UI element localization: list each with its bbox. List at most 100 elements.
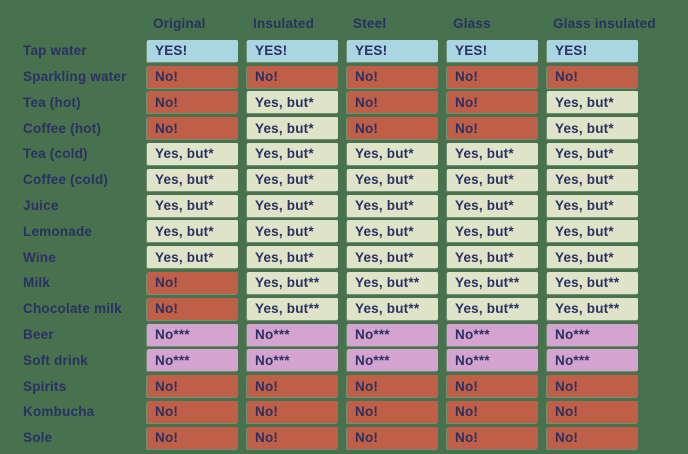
- cell-spirits-original: No!: [147, 375, 238, 398]
- cell-spirits-insulated: No!: [247, 375, 338, 398]
- cell-tap-water-glass-insulated: YES!: [547, 39, 638, 62]
- cell-beer-insulated: No***: [247, 323, 338, 346]
- cell-beer-original: No***: [147, 323, 238, 346]
- cell-wine-original: Yes, but*: [147, 246, 238, 269]
- cell-tea-hot-insulated: Yes, but*: [247, 91, 338, 114]
- cell-juice-glass: Yes, but*: [447, 194, 538, 217]
- cell-coffee-hot-steel: No!: [347, 117, 438, 140]
- table-corner-spacer: [23, 10, 138, 36]
- cell-spirits-glass: No!: [447, 375, 538, 398]
- cell-milk-steel: Yes, but**: [347, 271, 438, 294]
- cell-tap-water-glass: YES!: [447, 39, 538, 62]
- row-label-coffee-cold: Coffee (cold): [23, 172, 109, 188]
- cell-kombucha-glass: No!: [447, 400, 538, 423]
- cell-juice-steel: Yes, but*: [347, 194, 438, 217]
- cell-tap-water-steel: YES!: [347, 39, 438, 62]
- cell-milk-original: No!: [147, 271, 238, 294]
- column-header-steel: Steel: [353, 15, 387, 31]
- cell-soft-drink-insulated: No***: [247, 349, 338, 372]
- cell-sparkling-water-steel: No!: [347, 65, 438, 88]
- cell-tea-cold-glass: Yes, but*: [447, 142, 538, 165]
- cell-coffee-cold-glass-insulated: Yes, but*: [547, 168, 638, 191]
- cell-sparkling-water-insulated: No!: [247, 65, 338, 88]
- cell-coffee-cold-insulated: Yes, but*: [247, 168, 338, 191]
- cell-lemonade-glass-insulated: Yes, but*: [547, 220, 638, 243]
- cell-sparkling-water-glass-insulated: No!: [547, 65, 638, 88]
- cell-coffee-cold-steel: Yes, but*: [347, 168, 438, 191]
- cell-lemonade-glass: Yes, but*: [447, 220, 538, 243]
- column-header-original: Original: [153, 15, 206, 31]
- cell-chocolate-milk-glass: Yes, but**: [447, 297, 538, 320]
- row-label-juice: Juice: [23, 198, 59, 214]
- cell-tea-hot-glass: No!: [447, 91, 538, 114]
- cell-chocolate-milk-original: No!: [147, 297, 238, 320]
- row-label-soft-drink: Soft drink: [23, 352, 88, 368]
- column-header-glass-insulated: Glass insulated: [553, 15, 656, 31]
- cell-juice-insulated: Yes, but*: [247, 194, 338, 217]
- cell-kombucha-original: No!: [147, 400, 238, 423]
- cell-tea-hot-glass-insulated: Yes, but*: [547, 91, 638, 114]
- cell-sole-glass: No!: [447, 426, 538, 449]
- row-label-beer: Beer: [23, 327, 54, 343]
- cell-beer-glass: No***: [447, 323, 538, 346]
- row-label-wine: Wine: [23, 249, 56, 265]
- cell-coffee-hot-glass: No!: [447, 117, 538, 140]
- cell-tap-water-original: YES!: [147, 39, 238, 62]
- cell-spirits-glass-insulated: No!: [547, 375, 638, 398]
- cell-sole-glass-insulated: No!: [547, 426, 638, 449]
- cell-chocolate-milk-steel: Yes, but**: [347, 297, 438, 320]
- row-label-kombucha: Kombucha: [23, 404, 95, 420]
- cell-lemonade-insulated: Yes, but*: [247, 220, 338, 243]
- cell-lemonade-steel: Yes, but*: [347, 220, 438, 243]
- row-label-chocolate-milk: Chocolate milk: [23, 301, 122, 317]
- cell-milk-glass-insulated: Yes, but**: [547, 271, 638, 294]
- row-label-tea-hot: Tea (hot): [23, 94, 81, 110]
- cell-chocolate-milk-glass-insulated: Yes, but**: [547, 297, 638, 320]
- row-label-sparkling-water: Sparkling water: [23, 69, 127, 85]
- row-label-milk: Milk: [23, 275, 51, 291]
- cell-tea-cold-steel: Yes, but*: [347, 142, 438, 165]
- cell-juice-glass-insulated: Yes, but*: [547, 194, 638, 217]
- cell-milk-insulated: Yes, but**: [247, 271, 338, 294]
- cell-tap-water-insulated: YES!: [247, 39, 338, 62]
- cell-tea-cold-original: Yes, but*: [147, 142, 238, 165]
- row-label-coffee-hot: Coffee (hot): [23, 120, 102, 136]
- cell-kombucha-steel: No!: [347, 400, 438, 423]
- cell-soft-drink-original: No***: [147, 349, 238, 372]
- cell-wine-steel: Yes, but*: [347, 246, 438, 269]
- cell-tea-hot-original: No!: [147, 91, 238, 114]
- column-header-glass: Glass: [453, 15, 491, 31]
- cell-tea-cold-insulated: Yes, but*: [247, 142, 338, 165]
- cell-coffee-hot-original: No!: [147, 117, 238, 140]
- row-label-lemonade: Lemonade: [23, 223, 93, 239]
- row-label-sole: Sole: [23, 430, 53, 446]
- cell-spirits-steel: No!: [347, 375, 438, 398]
- column-header-insulated: Insulated: [253, 15, 315, 31]
- cell-lemonade-original: Yes, but*: [147, 220, 238, 243]
- cell-tea-cold-glass-insulated: Yes, but*: [547, 142, 638, 165]
- cell-sole-original: No!: [147, 426, 238, 449]
- cell-sole-insulated: No!: [247, 426, 338, 449]
- cell-tea-hot-steel: No!: [347, 91, 438, 114]
- cell-wine-glass-insulated: Yes, but*: [547, 246, 638, 269]
- cell-sparkling-water-original: No!: [147, 65, 238, 88]
- cell-juice-original: Yes, but*: [147, 194, 238, 217]
- cell-chocolate-milk-insulated: Yes, but**: [247, 297, 338, 320]
- cell-beer-steel: No***: [347, 323, 438, 346]
- cell-sparkling-water-glass: No!: [447, 65, 538, 88]
- row-label-tap-water: Tap water: [23, 43, 87, 59]
- cell-kombucha-insulated: No!: [247, 400, 338, 423]
- cell-coffee-hot-glass-insulated: Yes, but*: [547, 117, 638, 140]
- cell-milk-glass: Yes, but**: [447, 271, 538, 294]
- cell-soft-drink-steel: No***: [347, 349, 438, 372]
- cell-soft-drink-glass: No***: [447, 349, 538, 372]
- cell-coffee-cold-glass: Yes, but*: [447, 168, 538, 191]
- row-label-spirits: Spirits: [23, 378, 67, 394]
- cell-kombucha-glass-insulated: No!: [547, 400, 638, 423]
- cell-coffee-hot-insulated: Yes, but*: [247, 117, 338, 140]
- cell-wine-insulated: Yes, but*: [247, 246, 338, 269]
- cell-sole-steel: No!: [347, 426, 438, 449]
- cell-wine-glass: Yes, but*: [447, 246, 538, 269]
- row-label-tea-cold: Tea (cold): [23, 146, 88, 162]
